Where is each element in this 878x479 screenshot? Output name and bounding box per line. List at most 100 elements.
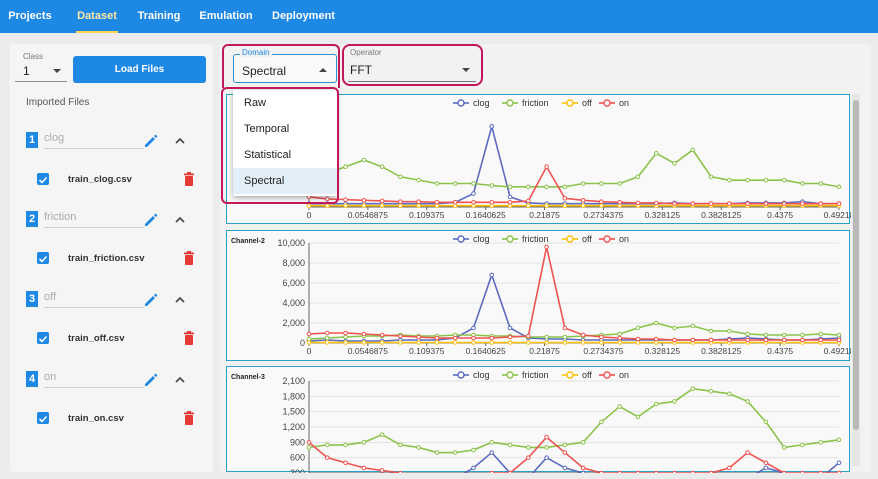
legend-label: clog	[473, 370, 490, 380]
class-select-label: Class	[21, 52, 46, 61]
menu-item-temporal[interactable]: Temporal	[244, 123, 290, 135]
scrollbar[interactable]	[852, 94, 860, 466]
data-point-clog	[562, 465, 568, 471]
pencil-icon[interactable]	[143, 133, 159, 149]
data-point-on	[672, 337, 677, 343]
data-point-friction	[745, 331, 750, 337]
data-point-friction	[507, 442, 513, 448]
class-select[interactable]: Class 1	[15, 52, 67, 82]
menu-item-spectral[interactable]: Spectral	[233, 168, 337, 194]
load-files-button[interactable]: Load Files	[73, 56, 206, 83]
pencil-icon[interactable]	[143, 212, 159, 228]
data-point-friction	[708, 388, 714, 394]
data-point-on	[361, 465, 367, 471]
data-point-off	[544, 203, 549, 208]
chevron-up-icon[interactable]	[174, 374, 186, 386]
file-checkbox[interactable]	[37, 252, 49, 264]
legend-label: friction	[522, 98, 549, 108]
menu-item-raw[interactable]: Raw	[244, 97, 267, 109]
data-point-friction	[562, 184, 568, 190]
legend-label: friction	[522, 234, 549, 244]
y-tick-label: 2,100	[282, 376, 305, 386]
data-point-clog	[471, 325, 476, 331]
legend-marker	[457, 235, 465, 243]
file-name: train_clog.csv	[68, 174, 132, 185]
data-point-on	[745, 337, 750, 343]
data-point-friction	[763, 419, 769, 425]
pencil-icon[interactable]	[143, 292, 159, 308]
data-point-on	[526, 333, 531, 339]
data-point-on	[562, 325, 568, 331]
data-point-friction	[690, 147, 696, 153]
data-point-on	[544, 434, 549, 440]
x-tick-label: 0.49218	[824, 210, 851, 220]
file-checkbox[interactable]	[37, 332, 49, 344]
chevron-up-icon[interactable]	[174, 135, 186, 147]
tab-projects[interactable]: Projects	[8, 10, 52, 22]
delete-icon[interactable]	[183, 331, 195, 345]
file-checkbox[interactable]	[37, 412, 49, 424]
y-tick-label: 10,000	[277, 238, 305, 248]
data-point-friction	[836, 437, 842, 443]
chevron-up-icon[interactable]	[174, 214, 186, 226]
data-point-friction	[580, 181, 586, 186]
data-point-friction	[526, 445, 531, 450]
class-name-field[interactable]: on	[44, 371, 144, 388]
data-point-on	[617, 470, 622, 473]
data-point-on	[580, 332, 586, 338]
data-point-friction	[781, 332, 787, 338]
data-point-on	[599, 199, 604, 204]
data-point-on	[416, 334, 421, 340]
data-point-friction	[635, 174, 641, 180]
data-point-on	[617, 200, 622, 205]
data-point-friction	[471, 181, 476, 186]
data-point-friction	[818, 440, 824, 445]
data-point-on	[672, 470, 677, 473]
data-point-friction	[526, 184, 531, 190]
data-point-on	[489, 470, 495, 473]
legend-label: off	[582, 98, 592, 108]
data-point-clog	[580, 470, 586, 473]
legend-label: on	[619, 98, 629, 108]
data-point-off	[398, 203, 403, 208]
data-point-friction	[672, 325, 677, 331]
x-tick-label: 0.4375	[767, 346, 793, 356]
data-point-friction	[727, 177, 732, 183]
data-point-friction	[635, 414, 641, 420]
data-point-on	[672, 201, 677, 206]
data-point-on	[562, 450, 568, 455]
charts-panel: Operator FFT 0 0.0546875 0.109375 0.1640625…	[220, 44, 871, 473]
x-tick-label: 0.0546875	[348, 346, 388, 356]
delete-icon[interactable]	[183, 172, 195, 186]
delete-icon[interactable]	[183, 251, 195, 265]
class-select-value: 1	[23, 64, 30, 78]
tab-deployment[interactable]: Deployment	[272, 10, 335, 22]
class-name-field[interactable]: off	[44, 291, 144, 308]
data-point-off	[489, 340, 495, 345]
operator-select[interactable]: Operator FFT	[348, 48, 476, 82]
pencil-icon[interactable]	[143, 372, 159, 388]
data-point-on	[507, 334, 513, 340]
tab-emulation[interactable]: Emulation	[199, 10, 253, 22]
data-point-on	[708, 201, 714, 206]
x-tick-label: 0.3828125	[701, 210, 741, 220]
data-point-on	[398, 199, 403, 204]
class-name-field[interactable]: clog	[44, 132, 144, 149]
data-point-on	[343, 197, 348, 202]
chevron-up-icon	[319, 68, 327, 72]
menu-item-statistical[interactable]: Statistical	[244, 149, 292, 161]
tab-training[interactable]: Training	[137, 10, 181, 22]
tab-dataset[interactable]: Dataset	[76, 0, 118, 33]
data-point-clog	[471, 191, 476, 196]
delete-icon[interactable]	[183, 411, 195, 425]
data-point-friction	[781, 177, 787, 183]
series-line-on	[308, 246, 839, 341]
scrollbar-thumb[interactable]	[853, 100, 859, 430]
files-panel: Class 1 Load Files Imported Files 1 clog…	[10, 44, 213, 472]
chevron-up-icon[interactable]	[174, 294, 186, 306]
x-tick-label: 0.4375	[767, 210, 793, 220]
file-checkbox[interactable]	[37, 173, 49, 185]
class-name-field[interactable]: friction	[44, 211, 144, 228]
domain-select[interactable]: Domain Spectral	[233, 48, 337, 83]
class-number-badge: 3	[26, 291, 38, 307]
